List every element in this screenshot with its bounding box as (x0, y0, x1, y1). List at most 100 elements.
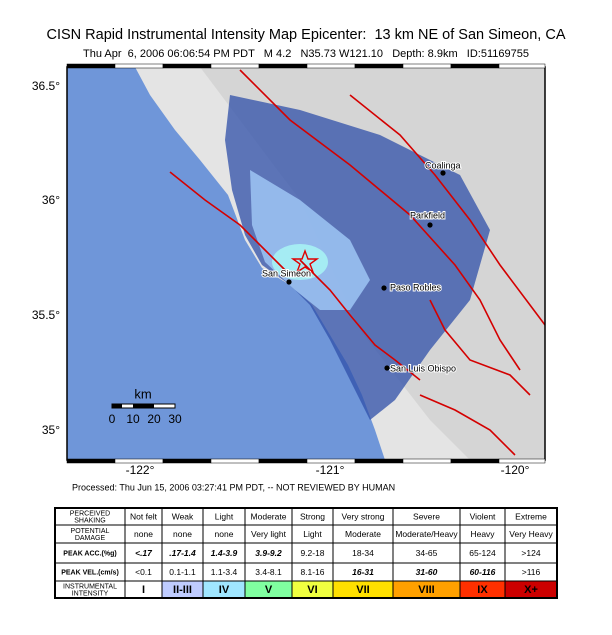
city-dot (381, 285, 387, 291)
table-cell: 31-60 (416, 567, 438, 577)
table-cell: Moderate/Heavy (395, 529, 458, 539)
table-cell: X+ (524, 584, 538, 596)
fault (349, 94, 546, 326)
city-label: Parkfield (410, 210, 445, 220)
intensity-swatch (333, 581, 393, 598)
ruler-segment (114, 63, 164, 69)
row-header: PERCEIVED SHAKING (70, 510, 110, 524)
table-cell: none (134, 529, 153, 539)
intensity-swatch (460, 581, 505, 598)
fault (429, 299, 531, 396)
table-cell: Moderate (251, 511, 287, 521)
table-cell: none (215, 529, 234, 539)
table-border (54, 507, 558, 599)
table-cell: Strong (300, 511, 325, 521)
city-dot (427, 222, 433, 228)
intensity-swatch (292, 581, 333, 598)
table-cell: 16-31 (352, 567, 374, 577)
intensity-swatch (505, 581, 557, 598)
scale-bar (111, 403, 176, 409)
intensity-core (272, 244, 328, 280)
table-cell: 0.1-1.1 (169, 567, 196, 577)
table-cell: IX (477, 584, 488, 596)
scale-label: 0 (109, 412, 116, 426)
table-cell: 3.4-8.1 (255, 567, 282, 577)
scale-label: 20 (147, 412, 161, 426)
scale-bar-segment (133, 404, 154, 408)
table-cell: VI (307, 584, 317, 596)
ocean (67, 67, 385, 460)
table-cell: 34-65 (416, 548, 438, 558)
ruler-segment (162, 63, 212, 69)
intensity-swatch (393, 581, 460, 598)
fault (169, 171, 286, 271)
table-cell: Heavy (470, 529, 495, 539)
table-cell: IV (219, 584, 230, 596)
ruler-segment (450, 63, 500, 69)
intensity-swatch (245, 581, 292, 598)
table-cell: 1.1-3.4 (211, 567, 238, 577)
row-header: PEAK ACC.(%g) (63, 550, 116, 557)
city-dot (440, 170, 446, 176)
row-header: INSTRUMENTAL INTENSITY (63, 583, 117, 597)
table-cell: Light (215, 511, 234, 521)
ruler-segment (354, 458, 404, 464)
lat-label: 35.5° (32, 308, 60, 322)
table-cell: none (173, 529, 192, 539)
intensity-light (250, 170, 370, 310)
lat-label: 35° (42, 423, 60, 437)
fault (299, 259, 421, 381)
table-cell: 9.2-18 (300, 548, 324, 558)
ruler-segment (498, 458, 546, 464)
table-cell: <.17 (135, 548, 153, 558)
intensity-legend-table: PERCEIVED SHAKING Not felt Weak Light Moderat… (54, 507, 558, 599)
table-cell: Light (303, 529, 322, 539)
table-cell: >116 (522, 567, 541, 577)
ruler-segment (306, 63, 356, 69)
table-cell: 1.4-3.9 (211, 548, 238, 558)
table-cell: 60-116 (470, 567, 496, 577)
table-cell: 65-124 (469, 548, 496, 558)
lon-label: -122° (126, 463, 155, 477)
intensity-swatch (125, 581, 162, 598)
table-cell: Moderate (345, 529, 381, 539)
title: CISN Rapid Instrumental Intensity Map Ep… (46, 27, 565, 43)
processed-note: Processed: Thu Jun 15, 2006 03:27:41 PM … (72, 482, 395, 492)
city-dot (286, 279, 292, 285)
scale-unit: km (134, 386, 151, 401)
row-header: PEAK VEL.(cm/s) (61, 569, 119, 576)
epicenter (290, 249, 320, 274)
ruler-segment (402, 458, 452, 464)
ruler-segment (210, 63, 260, 69)
table-cell: Severe (413, 511, 440, 521)
map (66, 66, 546, 461)
table-cell: 3.9-9.2 (255, 548, 282, 558)
lon-label: -120° (501, 463, 530, 477)
table-cell: Very strong (342, 511, 385, 521)
city-label: Paso Robles (390, 282, 442, 292)
intensity-swatch (162, 581, 203, 598)
table-cell: Not felt (130, 511, 158, 521)
scale-bar-segment (112, 404, 122, 408)
city-label: San Simeon (262, 268, 311, 278)
table-cell: >124 (521, 548, 540, 558)
frame-ruler (66, 63, 546, 464)
ruler-segment (66, 458, 116, 464)
ruler-segment (354, 63, 404, 69)
scale-label: 30 (168, 412, 182, 426)
ruler-segment (210, 458, 260, 464)
table-cell: V (265, 584, 273, 596)
table-cell: 8.1-16 (300, 567, 324, 577)
intensity-swatch (203, 581, 245, 598)
table-cell: .17-1.4 (169, 548, 196, 558)
fault (419, 394, 516, 456)
fault (239, 69, 521, 371)
table-cell: Violent (470, 511, 496, 521)
ruler-segment (450, 458, 500, 464)
table-cell: VIII (418, 584, 435, 596)
table-cell: I (142, 584, 145, 596)
ruler-segment (162, 458, 212, 464)
table-cell: 18-34 (352, 548, 374, 558)
city-dot (384, 365, 390, 371)
